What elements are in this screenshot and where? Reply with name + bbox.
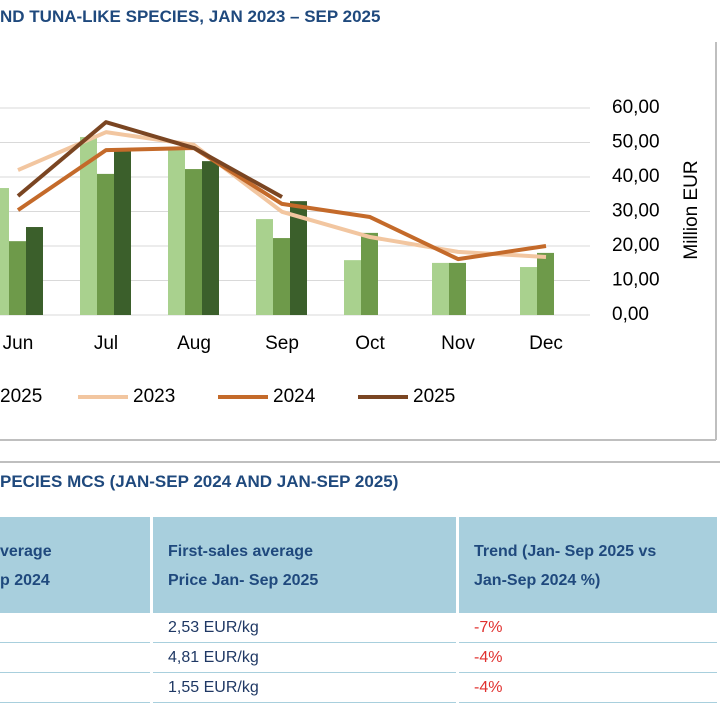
y-tick-label: 10,00: [612, 270, 660, 291]
x-tick-label: Dec: [529, 333, 563, 354]
legend-label: 2024: [273, 386, 316, 407]
cell: [0, 613, 153, 643]
bar: [344, 260, 361, 315]
cell: -4%: [457, 642, 720, 673]
row: 4,81 EUR/kg -4%: [0, 642, 720, 673]
chart-title: ND TUNA-LIKE SPECIES, JAN 2023 – SEP 202…: [0, 7, 381, 26]
x-tick-label: Nov: [441, 333, 475, 354]
bar: [449, 262, 466, 315]
chart: Million EUR 0,00 10,00 20,00 30,00 40,00 50,0…: [0, 42, 717, 441]
bar: [273, 238, 290, 315]
legend-label: 2025: [0, 386, 42, 407]
line: [17, 130, 547, 260]
y-tick-label: 0,00: [612, 304, 649, 325]
header-text: Price Jan- Sep 2025: [168, 572, 319, 589]
bar: [537, 252, 554, 315]
header-cell: First-sales average Price Jan- Sep 2025: [151, 517, 459, 613]
header-text: verage: [0, 543, 52, 560]
x-tick-label: Jun: [3, 333, 34, 354]
y-tick-label: 40,00: [612, 166, 660, 187]
x-tick-label: Sep: [265, 333, 299, 354]
separator: [0, 461, 720, 463]
bar: [114, 150, 131, 315]
header-text: Jan-Sep 2024 %): [474, 572, 601, 589]
bar: [97, 173, 114, 315]
cell: [0, 672, 153, 703]
legend-label: 2023: [133, 386, 175, 407]
header-cell: verage p 2024: [0, 517, 153, 613]
cell: -7%: [457, 613, 720, 643]
table: verage p 2024 First-sales average Price Ja…: [0, 517, 720, 703]
legend-label: 2025: [413, 386, 455, 407]
y-tick-label: 30,00: [612, 201, 660, 222]
cell: -4%: [457, 672, 720, 703]
bar: [9, 241, 26, 315]
row: 2,53 EUR/kg -7%: [0, 613, 720, 643]
table-title: PECIES MCS (JAN-SEP 2024 AND JAN-SEP 202…: [0, 472, 399, 491]
bar: [290, 201, 307, 315]
y-tick-label: 20,00: [612, 235, 660, 256]
x-tick-label: Oct: [355, 333, 385, 354]
bar: [202, 161, 219, 315]
bar: [256, 219, 273, 315]
cell: 4,81 EUR/kg: [151, 642, 459, 673]
cell: 2,53 EUR/kg: [151, 613, 459, 643]
x-tick-label: Aug: [177, 333, 211, 354]
header-text: First-sales average: [168, 543, 313, 560]
x-tick-label: Jul: [94, 333, 118, 354]
y-tick-label: 60,00: [612, 97, 660, 118]
header-text: Trend (Jan- Sep 2025 vs: [474, 543, 657, 560]
line: [16, 146, 547, 262]
bar: [361, 232, 378, 315]
cell: 1,55 EUR/kg: [151, 672, 459, 703]
bar: [520, 267, 537, 315]
header-row: verage p 2024 First-sales average Price Ja…: [0, 517, 720, 613]
cell: [0, 642, 153, 673]
row: 1,55 EUR/kg -4%: [0, 672, 720, 703]
bar: [168, 150, 185, 315]
bar: [0, 188, 9, 315]
bar: [185, 169, 202, 315]
header-text: p 2024: [0, 572, 50, 589]
header-cell: Trend (Jan- Sep 2025 vs Jan-Sep 2024 %): [457, 517, 720, 613]
y-tick-label: 50,00: [612, 132, 660, 153]
bar: [432, 262, 449, 315]
y-axis-title: Million EUR: [681, 160, 702, 259]
line: [16, 120, 283, 199]
bar: [80, 136, 97, 315]
bar: [26, 227, 43, 315]
